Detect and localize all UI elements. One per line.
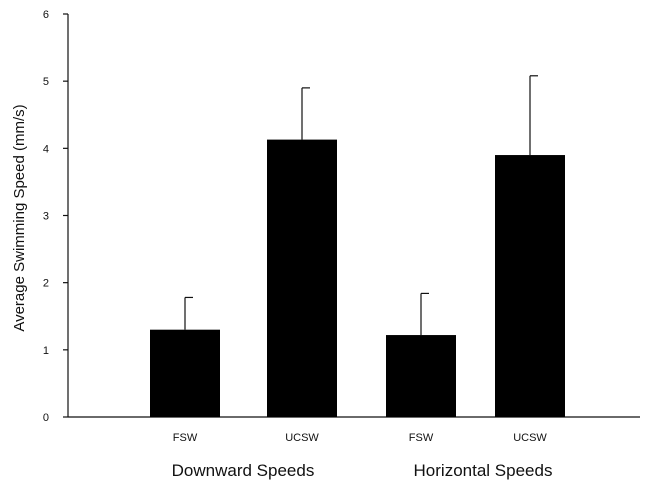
error-bars <box>184 75 538 336</box>
y-tick-label: 1 <box>43 345 49 357</box>
y-axis-label: Average Swimming Speed (mm/s) <box>11 104 28 331</box>
bar <box>386 335 456 417</box>
group-labels: Downward Speeds Horizontal Speeds <box>172 461 553 480</box>
bar <box>495 155 565 418</box>
y-tick-label: 0 <box>43 412 49 424</box>
bars <box>150 139 565 418</box>
y-tick-label: 6 <box>43 9 49 21</box>
group-label: Horizontal Speeds <box>414 461 553 480</box>
y-tick-label: 5 <box>43 76 49 88</box>
y-tick-label: 3 <box>43 211 49 223</box>
category-labels: FSW UCSW FSW UCSW <box>173 432 548 444</box>
bar <box>267 139 337 417</box>
bar <box>150 329 220 417</box>
category-label: FSW <box>173 432 198 444</box>
y-tick-label: 4 <box>43 143 49 155</box>
y-ticks: 0 1 2 3 4 5 6 <box>43 9 68 424</box>
category-label: UCSW <box>513 432 547 444</box>
category-label: FSW <box>409 432 434 444</box>
y-tick-label: 2 <box>43 278 49 290</box>
group-label: Downward Speeds <box>172 461 315 480</box>
category-label: UCSW <box>285 432 319 444</box>
